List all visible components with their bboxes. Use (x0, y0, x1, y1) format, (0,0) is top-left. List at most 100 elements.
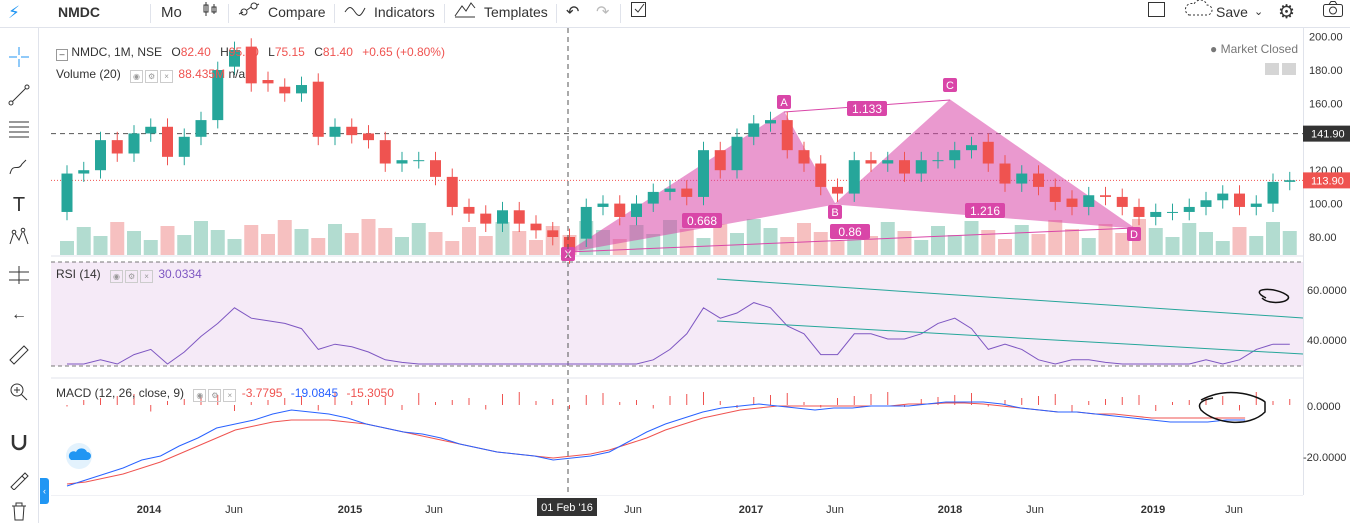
candle-body (698, 150, 709, 197)
time-tick-label: 2015 (338, 504, 362, 516)
compare-icon[interactable] (238, 0, 260, 27)
candle-body (145, 126, 157, 134)
indicator-controls[interactable]: ◉ ⚙ × (193, 386, 238, 402)
candle-body (1049, 186, 1061, 202)
templates-icon[interactable] (454, 0, 476, 27)
camera-icon[interactable] (1322, 0, 1344, 27)
undo-icon[interactable]: ↶ (566, 4, 580, 21)
redo-icon[interactable]: ↷ (596, 4, 610, 21)
main-legend: – NMDC, 1M, NSE O82.40 H95.00 L75.15 C81… (56, 45, 445, 61)
rsi-tick-label: 40.0000 (1307, 335, 1347, 347)
ratio-label: 0.668 (687, 214, 717, 228)
volume-bar (914, 240, 929, 255)
macd-tick-label: 0.0000 (1307, 401, 1341, 413)
volume-bar (395, 237, 409, 255)
legend-collapse-icon[interactable]: – (56, 49, 68, 61)
candle-body (798, 150, 810, 164)
pattern-point-badge (943, 78, 957, 92)
close-icon: × (160, 70, 174, 83)
candle-body (1116, 196, 1128, 207)
volume-bar (763, 228, 778, 255)
zoom-in-icon[interactable] (4, 381, 34, 411)
indicator-controls[interactable]: ◉ ⚙ × (110, 267, 155, 283)
volume-bar (361, 219, 376, 255)
candle-body (178, 136, 190, 157)
indicator-controls[interactable]: ◉ ⚙ × (130, 67, 175, 83)
volume-bar (512, 231, 527, 255)
candle-body (1234, 193, 1245, 207)
drawn-circle-macd (1198, 391, 1266, 424)
save-button[interactable]: Save (1216, 4, 1248, 20)
crosshair-icon[interactable] (4, 46, 34, 76)
cloud-icon[interactable] (1183, 0, 1213, 27)
time-tick-label: Jun (425, 504, 443, 516)
indicators-button[interactable]: Indicators (374, 4, 435, 20)
candle-body (446, 176, 458, 207)
pattern-point-label: C (946, 80, 954, 92)
candle-body (530, 223, 542, 231)
settings-icon: ⚙ (145, 70, 159, 83)
top-toolbar: ⚡ NMDC Mo Compare Indicators Templates ↶… (0, 0, 1350, 28)
gear-icon[interactable]: ⚙ (1278, 2, 1296, 23)
volume-bar (981, 230, 996, 255)
text-tool-icon[interactable]: T (12, 194, 26, 216)
scale-buttons[interactable] (1265, 62, 1296, 80)
time-crosshair-label: 01 Feb '16 (541, 502, 593, 514)
ratio-label: 1.216 (970, 204, 1000, 218)
ratio-badge (965, 203, 1005, 218)
lock-drawing-icon[interactable] (4, 468, 34, 498)
close-icon: × (140, 270, 154, 283)
candle-body (262, 80, 274, 84)
macd-signal-value: -15.3050 (346, 386, 394, 400)
volume-bar (998, 239, 1012, 255)
brush-icon[interactable] (4, 156, 34, 186)
candles-icon[interactable] (202, 0, 218, 27)
rsi-tick-label: 60.0000 (1307, 285, 1347, 297)
crosshair-price-label: 141.90 (1311, 129, 1345, 141)
candle-body (1066, 198, 1078, 207)
volume-bar (311, 238, 326, 255)
templates-button[interactable]: Templates (484, 4, 548, 20)
collapse-tab[interactable]: ‹ (40, 478, 49, 504)
prediction-tool-icon[interactable] (4, 264, 34, 294)
fib-retracement-icon[interactable] (4, 118, 34, 148)
magnet-icon[interactable] (4, 431, 34, 461)
checkbox-icon[interactable] (630, 0, 648, 27)
symbol-search[interactable]: NMDC (58, 4, 100, 20)
ruler-icon[interactable] (4, 344, 34, 374)
candle-body (580, 206, 592, 239)
volume-bar (411, 223, 426, 255)
candle-body (949, 150, 961, 161)
pattern-point-badge (1127, 227, 1141, 241)
menu-icon[interactable]: ⚡ (8, 3, 20, 22)
back-arrow-icon[interactable]: ← (11, 306, 27, 323)
macd-line (66, 401, 1246, 487)
volume-label: Volume (20) (56, 67, 121, 81)
candle-body (731, 136, 743, 171)
compare-button[interactable]: Compare (268, 4, 326, 20)
candle-body (865, 160, 877, 164)
volume-bar (76, 227, 91, 255)
candle-body (614, 203, 626, 217)
time-tick-label: Jun (225, 504, 243, 516)
volume-bar (713, 224, 728, 255)
candle-body (1250, 203, 1262, 207)
trend-line-icon[interactable] (4, 84, 34, 114)
chevron-down-icon[interactable]: ⌄ (1254, 6, 1264, 18)
fullscreen-icon[interactable] (1147, 0, 1167, 27)
interval-button[interactable]: Mo (161, 4, 182, 21)
pattern-tool-icon[interactable] (4, 226, 34, 256)
candle-body (647, 191, 659, 204)
trash-icon[interactable] (4, 500, 34, 530)
indicators-icon[interactable] (344, 0, 366, 27)
macd-tick-label: -20.0000 (1303, 452, 1346, 464)
legend-open: 82.40 (180, 45, 211, 59)
candle-body (966, 145, 977, 151)
candle-body (1217, 193, 1229, 201)
right-axis-labels: 200.00180.00160.00140.00120.00100.0080.0… (1303, 32, 1350, 464)
tv-logo-icon (68, 448, 91, 460)
volume-bar (1098, 224, 1113, 255)
rsi-label: RSI (14) (56, 267, 101, 281)
time-tick-label: Jun (1026, 504, 1044, 516)
